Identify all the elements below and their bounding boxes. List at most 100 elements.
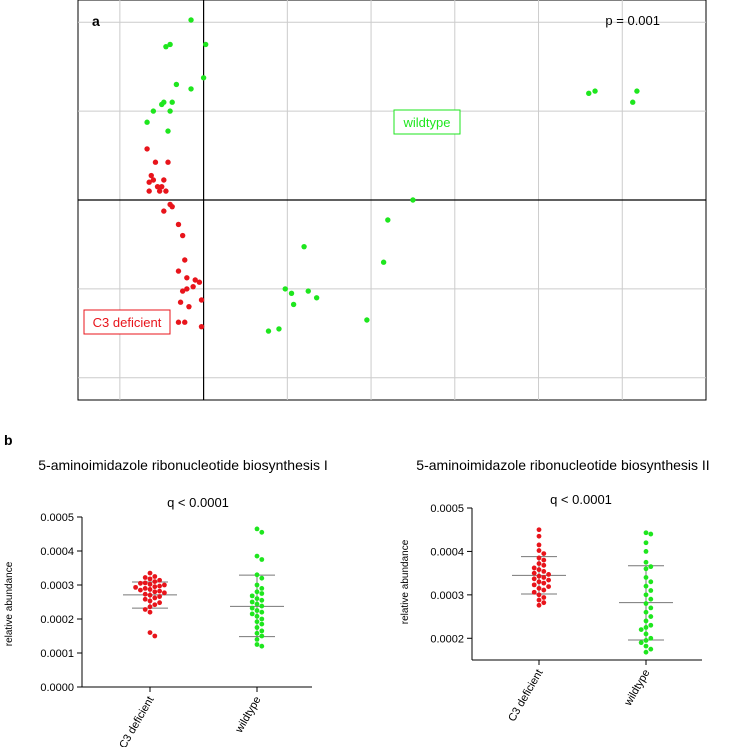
point-c3-deficient (536, 542, 542, 548)
point-wildtype (288, 290, 295, 297)
point-c3-deficient (147, 609, 153, 615)
point-c3-deficient (157, 594, 163, 599)
point-c3-deficient (146, 188, 152, 194)
point-wildtype (188, 86, 194, 92)
point-wildtype (167, 108, 173, 114)
y-tick-label: 0.0003 (430, 590, 464, 602)
point-c3-deficient (190, 283, 196, 290)
point-wildtype (648, 614, 654, 619)
point-wildtype (648, 588, 654, 593)
point-c3-deficient (536, 573, 542, 579)
point-c3-deficient (157, 588, 163, 594)
point-wildtype (630, 99, 636, 105)
point-c3-deficient (161, 208, 167, 214)
point-c3-deficient (192, 277, 198, 283)
panel-a-p-value: p = 0.001 (605, 13, 660, 28)
point-c3-deficient (152, 602, 158, 608)
point-c3-deficient (546, 584, 551, 590)
point-wildtype (648, 646, 654, 652)
point-wildtype (161, 99, 167, 105)
panel-b2-y-axis-label: relative abundance (400, 539, 411, 624)
point-wildtype (648, 596, 654, 602)
point-wildtype (188, 17, 194, 23)
point-c3-deficient (546, 577, 551, 583)
wildtype-label-box: wildtype (393, 109, 461, 135)
point-c3-deficient (541, 562, 547, 568)
panel-b1-dot-plot: 5-aminoimidazole ribonucleotide biosynth… (4, 457, 328, 747)
point-wildtype (163, 43, 169, 50)
point-wildtype (254, 619, 260, 625)
point-c3-deficient (148, 172, 154, 179)
c3-deficient-label: C3 deficient (93, 315, 162, 330)
point-c3-deficient (177, 299, 184, 305)
point-c3-deficient (531, 570, 537, 576)
panel-a-label: a (92, 13, 100, 29)
point-c3-deficient (147, 598, 153, 604)
point-c3-deficient (175, 319, 182, 325)
point-c3-deficient (142, 580, 148, 586)
point-wildtype (276, 326, 282, 332)
point-c3-deficient (198, 323, 205, 330)
point-wildtype (254, 596, 260, 601)
y-tick-label: 0.0001 (40, 648, 74, 660)
c3-deficient-label-box: C3 deficient (83, 309, 171, 335)
point-c3-deficient (531, 576, 537, 582)
point-wildtype (648, 635, 654, 641)
point-c3-deficient (147, 570, 153, 576)
point-wildtype (282, 286, 288, 292)
point-wildtype (313, 295, 320, 301)
point-c3-deficient (152, 633, 158, 639)
point-c3-deficient (147, 604, 153, 610)
point-c3-deficient (147, 576, 153, 582)
point-c3-deficient (154, 183, 161, 190)
point-wildtype (259, 575, 265, 581)
point-c3-deficient (536, 561, 542, 566)
point-c3-deficient (138, 587, 143, 593)
point-c3-deficient (142, 596, 148, 602)
point-wildtype (249, 599, 255, 605)
point-wildtype (254, 637, 260, 642)
point-wildtype (169, 99, 175, 105)
point-wildtype (259, 643, 265, 649)
point-c3-deficient (536, 602, 542, 608)
point-wildtype (254, 630, 260, 636)
point-c3-deficient (536, 527, 542, 533)
point-wildtype (200, 75, 207, 81)
point-wildtype (254, 526, 260, 532)
panel-b2-points (512, 527, 673, 655)
point-c3-deficient (156, 188, 163, 194)
point-wildtype (648, 579, 654, 585)
point-c3-deficient (536, 592, 542, 598)
point-wildtype (638, 627, 644, 632)
y-tick-label: 0.0004 (430, 546, 464, 558)
x-tick-label: wildtype (233, 695, 264, 736)
point-wildtype (643, 601, 649, 606)
point-c3-deficient (147, 581, 153, 587)
point-wildtype (301, 243, 307, 250)
point-c3-deficient (541, 569, 547, 574)
point-c3-deficient (536, 533, 542, 539)
point-wildtype (165, 128, 171, 134)
point-c3-deficient (531, 582, 537, 588)
point-wildtype (648, 622, 654, 628)
point-c3-deficient (157, 583, 163, 589)
point-c3-deficient (142, 575, 148, 580)
point-wildtype (254, 625, 260, 630)
point-c3-deficient (162, 590, 167, 596)
panel-b2-dot-plot: 5-aminoimidazole ribonucleotide biosynth… (400, 457, 710, 724)
point-c3-deficient (161, 177, 167, 183)
point-wildtype (259, 529, 265, 535)
point-wildtype (643, 540, 649, 546)
point-wildtype (259, 586, 265, 591)
point-c3-deficient (536, 567, 542, 573)
point-wildtype (167, 41, 173, 48)
x-tick-label: C3 deficient (506, 668, 545, 724)
point-c3-deficient (196, 279, 203, 285)
point-wildtype (254, 582, 260, 588)
point-wildtype (259, 591, 265, 596)
point-c3-deficient (159, 183, 165, 190)
panel-a-points (144, 17, 640, 334)
point-c3-deficient (541, 557, 547, 563)
point-c3-deficient (175, 268, 182, 274)
point-c3-deficient (162, 582, 167, 588)
